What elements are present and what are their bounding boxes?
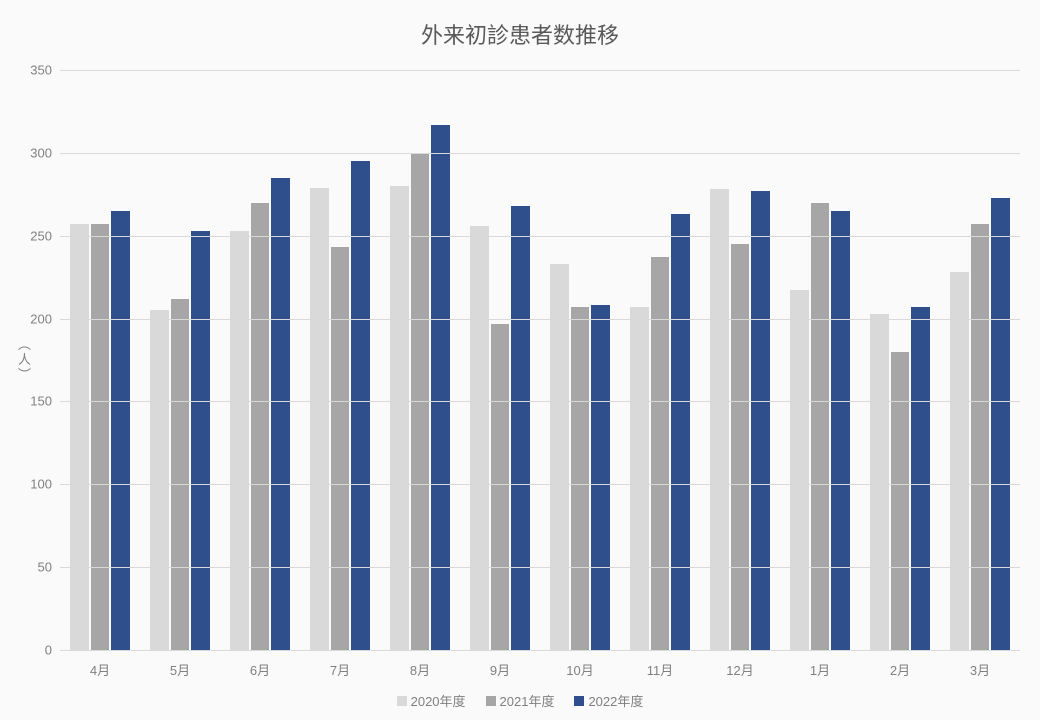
chart-container: 外来初診患者数推移 （人） 4月5月6月7月8月9月10月11月12月1月2月3…	[0, 0, 1040, 720]
bar	[91, 224, 109, 650]
x-tick-label: 8月	[410, 660, 430, 679]
category-group: 11月	[620, 70, 700, 650]
bar	[111, 211, 129, 650]
x-tick-label: 3月	[970, 660, 990, 679]
bar	[491, 324, 509, 650]
bar	[191, 231, 209, 650]
gridline	[60, 484, 1020, 485]
bar	[591, 305, 609, 650]
bar	[831, 211, 849, 650]
category-group: 8月	[380, 70, 460, 650]
bar	[351, 161, 369, 650]
bar	[550, 264, 568, 650]
y-tick-label: 50	[38, 560, 52, 575]
y-tick-label: 150	[30, 394, 52, 409]
category-group: 10月	[540, 70, 620, 650]
bar	[470, 226, 488, 650]
bar	[431, 125, 449, 650]
bar	[790, 290, 808, 650]
y-tick-label: 0	[45, 643, 52, 658]
x-tick-label: 5月	[170, 660, 190, 679]
bar	[310, 188, 328, 650]
bar	[331, 247, 349, 650]
category-group: 9月	[460, 70, 540, 650]
legend-label: 2021年度	[500, 691, 555, 710]
bar	[710, 189, 728, 650]
bar	[230, 231, 248, 650]
bars-layer: 4月5月6月7月8月9月10月11月12月1月2月3月	[60, 70, 1020, 650]
bar	[271, 178, 289, 650]
y-tick-label: 100	[30, 477, 52, 492]
legend-item: 2021年度	[486, 691, 555, 710]
category-group: 4月	[60, 70, 140, 650]
bar	[651, 257, 669, 650]
x-tick-label: 12月	[726, 660, 753, 679]
y-tick-label: 250	[30, 228, 52, 243]
y-tick-label: 300	[30, 145, 52, 160]
bar	[251, 203, 269, 650]
x-tick-label: 4月	[90, 660, 110, 679]
bar	[671, 214, 689, 650]
bar	[390, 186, 408, 650]
bar	[991, 198, 1009, 650]
gridline	[60, 70, 1020, 71]
bar	[511, 206, 529, 650]
category-group: 6月	[220, 70, 300, 650]
legend-label: 2020年度	[411, 691, 466, 710]
bar	[731, 244, 749, 650]
x-tick-label: 10月	[566, 660, 593, 679]
x-tick-label: 7月	[330, 660, 350, 679]
x-tick-label: 6月	[250, 660, 270, 679]
category-group: 2月	[860, 70, 940, 650]
gridline	[60, 567, 1020, 568]
bar	[891, 352, 909, 650]
x-tick-label: 1月	[810, 660, 830, 679]
chart-title: 外来初診患者数推移	[0, 18, 1040, 50]
bar	[911, 307, 929, 650]
x-tick-label: 11月	[647, 660, 674, 679]
bar	[971, 224, 989, 650]
legend: 2020年度 2021年度 2022年度	[0, 691, 1040, 710]
bar	[870, 314, 888, 650]
bar	[70, 224, 88, 650]
legend-label: 2022年度	[588, 691, 643, 710]
y-axis-title: （人）	[14, 338, 33, 383]
x-tick-label: 2月	[890, 660, 910, 679]
bar	[630, 307, 648, 650]
bar	[571, 307, 589, 650]
category-group: 1月	[780, 70, 860, 650]
gridline	[60, 236, 1020, 237]
bar	[171, 299, 189, 650]
y-tick-label: 200	[30, 311, 52, 326]
gridline	[60, 401, 1020, 402]
legend-swatch	[397, 696, 407, 706]
plot-area: 4月5月6月7月8月9月10月11月12月1月2月3月 050100150200…	[60, 70, 1020, 650]
legend-item: 2022年度	[574, 691, 643, 710]
category-group: 7月	[300, 70, 380, 650]
legend-swatch	[574, 696, 584, 706]
category-group: 12月	[700, 70, 780, 650]
bar	[150, 310, 168, 650]
category-group: 5月	[140, 70, 220, 650]
bar	[751, 191, 769, 650]
category-group: 3月	[940, 70, 1020, 650]
y-tick-label: 350	[30, 63, 52, 78]
gridline	[60, 153, 1020, 154]
bar	[811, 203, 829, 650]
bar	[950, 272, 968, 650]
x-tick-label: 9月	[490, 660, 510, 679]
gridline	[60, 319, 1020, 320]
gridline	[60, 650, 1020, 651]
legend-item: 2020年度	[397, 691, 466, 710]
legend-swatch	[486, 696, 496, 706]
